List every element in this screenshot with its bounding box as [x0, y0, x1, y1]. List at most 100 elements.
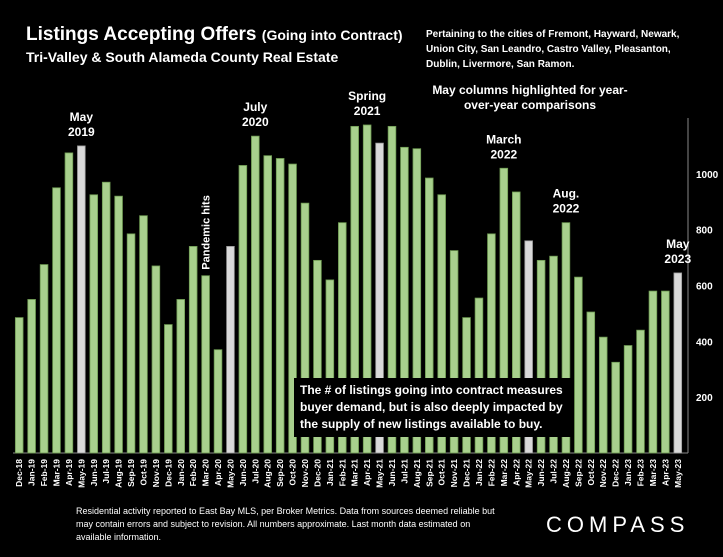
- x-tick-label: Jan-21: [325, 459, 335, 486]
- y-tick-label: 200: [696, 393, 713, 404]
- x-tick-label: Apr-21: [362, 459, 372, 486]
- x-tick-label: Jun-22: [536, 459, 546, 487]
- x-tick-label: Aug-19: [114, 459, 124, 488]
- bar: [114, 195, 123, 454]
- x-tick-label: Feb-19: [39, 459, 49, 487]
- bar: [288, 163, 297, 454]
- x-tick-label: Feb-21: [337, 459, 347, 487]
- x-tick-label: Sep-21: [424, 459, 434, 487]
- may-highlight-note: May columns highlighted for year-over-ye…: [432, 83, 628, 112]
- bar: [275, 158, 285, 454]
- bar: [300, 202, 310, 454]
- title-main: Listings Accepting Offers: [26, 24, 257, 45]
- bar: [101, 181, 111, 454]
- x-tick-label: Dec-21: [462, 459, 472, 487]
- x-tick-label: Dec-19: [163, 459, 173, 487]
- x-tick-label: Feb-22: [486, 459, 496, 487]
- x-tick-label: Apr-20: [213, 459, 223, 486]
- bar-highlighted: [524, 240, 533, 454]
- bar-highlighted: [77, 145, 86, 454]
- bar: [176, 299, 186, 454]
- x-tick-label: Sep-20: [275, 459, 285, 487]
- bar: [164, 324, 173, 454]
- annotation-label: Pandemic hits: [201, 195, 213, 270]
- bar: [14, 317, 24, 454]
- cities-note: Pertaining to the cities of Fremont, Hay…: [426, 29, 680, 70]
- x-tick-label: Dec-20: [312, 459, 322, 487]
- annotation-label: 2022: [490, 147, 517, 161]
- bar-highlighted: [673, 272, 683, 454]
- annotation-label: 2020: [242, 115, 269, 129]
- x-tick-label: May-22: [524, 459, 534, 488]
- bar-highlighted: [375, 142, 384, 454]
- bar: [201, 275, 210, 454]
- bar: [350, 125, 359, 454]
- bar: [325, 279, 335, 454]
- x-tick-label: Feb-23: [636, 459, 646, 487]
- x-tick-label: Jun-21: [387, 459, 397, 487]
- bar: [39, 264, 49, 454]
- bar: [151, 265, 161, 454]
- bar: [263, 155, 272, 454]
- x-tick-label: May-23: [673, 459, 683, 488]
- x-tick-label: Mar-19: [51, 459, 61, 487]
- bar: [611, 361, 620, 454]
- bar: [536, 259, 546, 454]
- x-tick-label: Aug-21: [412, 459, 422, 488]
- chart-title: Listings Accepting Offers (Going into Co…: [26, 24, 403, 46]
- annotation-label: May: [70, 110, 94, 124]
- bar: [598, 336, 608, 454]
- chart-subtitle: Tri-Valley & South Alameda County Real E…: [26, 49, 339, 65]
- bar: [574, 276, 583, 454]
- bar: [661, 290, 670, 454]
- bar: [188, 246, 198, 454]
- x-tick-label: Oct-21: [437, 459, 447, 486]
- y-tick-label: 1000: [696, 170, 719, 181]
- annotation-label: March: [486, 132, 521, 146]
- y-tick-label: 800: [696, 226, 713, 237]
- annotation-label: 2022: [553, 202, 580, 216]
- bar: [623, 345, 633, 454]
- bar: [400, 146, 409, 454]
- bar: [636, 329, 645, 454]
- bar: [437, 194, 446, 454]
- x-tick-label: Mar-20: [201, 459, 211, 487]
- bar: [27, 299, 36, 454]
- annotation-label: 2021: [354, 104, 381, 118]
- x-tick-label: Jan-22: [474, 459, 484, 486]
- annotation-label: 2023: [664, 252, 691, 266]
- x-tick-label: Jul-20: [250, 459, 260, 484]
- bar: [487, 233, 496, 454]
- bar: [251, 135, 260, 454]
- x-tick-label: Nov-20: [300, 459, 310, 488]
- x-tick-label: Jul-19: [101, 459, 111, 484]
- x-tick-label: Jan-19: [27, 459, 37, 486]
- x-tick-label: Aug-20: [263, 459, 273, 488]
- bar: [64, 152, 74, 454]
- x-tick-label: Apr-19: [64, 459, 74, 486]
- x-tick-label: Sep-19: [126, 459, 136, 487]
- x-tick-label: Mar-21: [350, 459, 360, 487]
- footnote: Residential activity reported to East Ba…: [76, 506, 495, 542]
- x-tick-label: Dec-22: [611, 459, 621, 487]
- x-tick-label: Feb-20: [188, 459, 198, 487]
- annotation-label: 2019: [68, 125, 95, 139]
- x-tick-label: Jan-23: [623, 459, 633, 486]
- x-tick-label: Apr-22: [511, 459, 521, 486]
- bar: [313, 259, 322, 454]
- x-tick-label: Mar-22: [499, 459, 509, 487]
- bar: [387, 125, 397, 454]
- x-tick-label: Jul-21: [399, 459, 409, 484]
- bar: [238, 165, 248, 454]
- x-tick-label: Apr-23: [660, 459, 670, 486]
- x-tick-label: Aug-22: [561, 459, 571, 488]
- bar: [549, 255, 558, 454]
- x-tick-label: Sep-22: [573, 459, 583, 487]
- bar: [89, 194, 99, 454]
- bar: [474, 297, 484, 454]
- bar: [213, 349, 223, 454]
- bar: [52, 187, 61, 454]
- bar: [586, 311, 596, 454]
- x-tick-label: Oct-22: [586, 459, 596, 486]
- bar: [126, 233, 136, 454]
